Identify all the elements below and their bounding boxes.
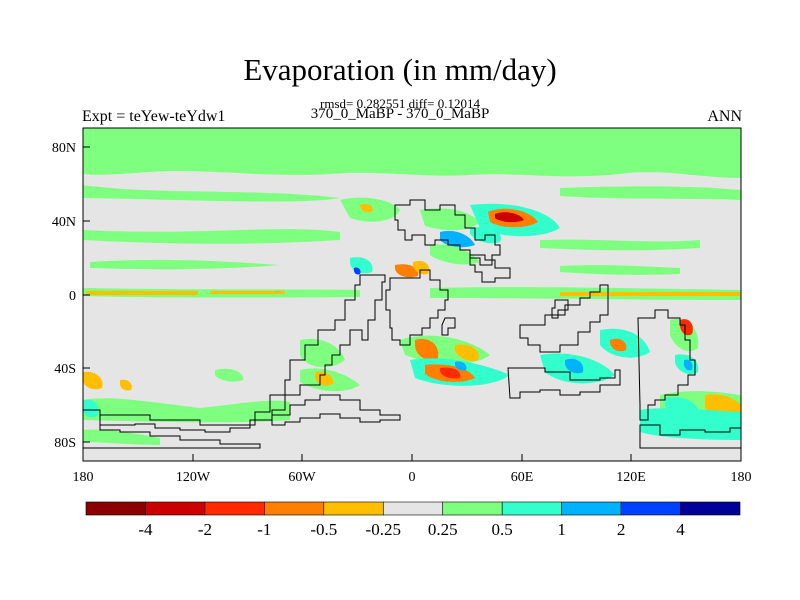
colorbar-label: 4: [676, 520, 685, 539]
colorbar-label: -0.25: [366, 520, 401, 539]
x-tick-180e: 180: [731, 470, 752, 485]
colorbar-label: -2: [198, 520, 212, 539]
colorbar-box: [145, 501, 206, 516]
case-label: 370_0_MaBP - 370_0_MaBP: [310, 106, 490, 122]
x-tick-60w: 60W: [288, 470, 316, 485]
colorbar: -4 -2 -1 -0.5 -0.25 0.25 0.5 1 2 4: [85, 501, 741, 539]
y-tick-0: 0: [69, 289, 76, 304]
colorbar-box: [382, 501, 444, 516]
x-tick-180w: 180: [73, 470, 94, 485]
colorbar-box: [85, 501, 146, 516]
colorbar-label: -0.5: [310, 520, 337, 539]
colorbar-box: [620, 501, 681, 516]
x-tick-120e: 120E: [616, 470, 646, 485]
experiment-label: Expt = teYew-teYdw1: [82, 108, 226, 125]
y-tick-80s: 80S: [54, 436, 76, 451]
y-axis: 80N 40N 0 40S 80S: [52, 141, 90, 451]
colorbar-box: [501, 501, 562, 516]
colorbar-label: 2: [617, 520, 626, 539]
plot-title: Evaporation (in mm/day): [243, 52, 557, 87]
colorbar-box: [323, 501, 384, 516]
stats-line: rmsd= 0.282551 diff= 0.12014: [320, 96, 480, 111]
colorbar-box: [442, 501, 503, 516]
x-tick-120w: 120W: [176, 470, 211, 485]
colorbar-label: 1: [557, 520, 566, 539]
colorbar-label: 0.25: [428, 520, 458, 539]
colorbar-label: 0.5: [492, 520, 513, 539]
x-tick-0: 0: [409, 470, 416, 485]
colorbar-box: [680, 501, 741, 516]
y-tick-40s: 40S: [54, 362, 76, 377]
y-tick-40n: 40N: [52, 215, 76, 230]
colorbar-label: -1: [257, 520, 271, 539]
colorbar-label: -4: [138, 520, 153, 539]
x-tick-60e: 60E: [511, 470, 534, 485]
x-axis: 180 120W 60W 0 60E 120E 180: [73, 454, 752, 485]
map-panel: [82, 127, 742, 462]
y-tick-80n: 80N: [52, 141, 76, 156]
colorbar-box: [204, 501, 265, 516]
colorbar-box: [561, 501, 622, 516]
season-label: ANN: [707, 108, 742, 125]
colorbar-box: [264, 501, 325, 516]
